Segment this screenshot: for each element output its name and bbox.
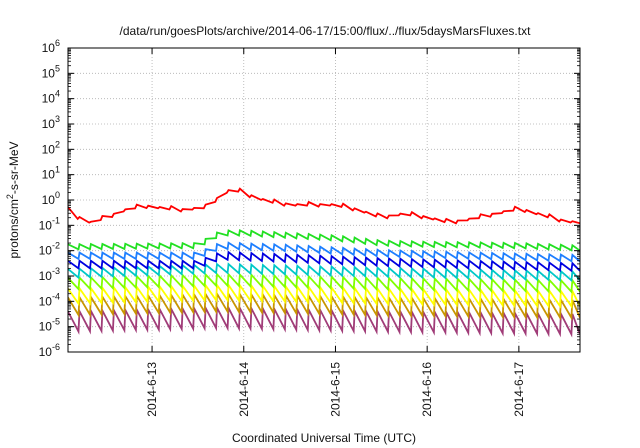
grid-layer [68,48,580,352]
y-tick-exponent: 6 [55,38,60,48]
x-tick-label: 2014-6-17 [512,362,526,417]
y-tick-base: 10 [39,294,53,308]
x-tick-label: 2014-6-14 [237,362,251,417]
x-tick-labels: 2014-6-13 2014-6-14 2014-6-15 2014-6-16 2014… [145,362,526,417]
axes-layer [67,47,581,353]
y-tick-label: 103 [42,114,60,131]
y-tick-label: 102 [42,139,60,156]
x-tick-label: 2014-6-13 [145,362,159,417]
y-tick-base: 10 [39,244,53,258]
flux-series-line [68,290,580,321]
y-tick-exponent: 1 [55,165,60,175]
y-tick-exponent: -4 [52,291,60,301]
series-layer [68,187,580,338]
y-tick-label: 10-4 [39,291,60,308]
y-tick-label: 104 [42,89,60,106]
y-tick-exponent: -1 [52,215,60,225]
y-tick-exponent: -5 [52,317,60,327]
y-tick-exponent: -3 [52,266,60,276]
y-tick-label: 10-6 [39,342,60,359]
y-tick-label: 10-1 [39,215,60,232]
flux-series-line [68,229,580,252]
y-tick-exponent: 4 [55,89,60,99]
y-tick-exponent: -2 [52,241,60,251]
y-tick-base: 10 [42,92,56,106]
y-axis-label-prefix: protons/cm [7,199,21,258]
y-tick-exponent: 3 [55,114,60,124]
chart-title: /data/run/goesPlots/archive/2014-06-17/1… [120,24,532,38]
y-axis-label-superscript: 2 [5,194,15,199]
x-axis-label: Coordinated Universal Time (UTC) [232,431,416,445]
y-tick-exponent: 5 [55,63,60,73]
y-tick-base: 10 [39,218,53,232]
y-tick-exponent: 2 [55,139,60,149]
flux-series-line [68,262,580,283]
y-tick-base: 10 [39,269,53,283]
y-tick-label: 101 [42,165,60,182]
y-tick-exponent: 0 [55,190,60,200]
y-tick-labels: 10-610-510-410-310-210-11001011021031041… [39,38,60,359]
y-tick-label: 10-2 [39,241,60,258]
flux-series-line [68,241,580,263]
flux-series-line [68,282,580,309]
y-tick-label: 10-5 [39,317,60,334]
flux-series-line [68,304,580,338]
y-tick-label: 105 [42,63,60,80]
flux-series-line [68,272,580,294]
y-tick-base: 10 [42,168,56,182]
y-tick-base: 10 [39,320,53,334]
y-tick-base: 10 [42,66,56,80]
flux-series-line [68,187,580,225]
flux-series-line [68,250,580,273]
y-tick-label: 100 [42,190,60,207]
x-tick-label: 2014-6-15 [328,362,342,417]
y-tick-label: 106 [42,38,60,55]
y-tick-base: 10 [39,345,53,359]
y-axis-label-suffix: -s-sr-MeV [7,141,21,194]
y-axis-label: protons/cm2-s-sr-MeV [5,141,21,258]
y-tick-base: 10 [42,41,56,55]
x-tick-label: 2014-6-16 [420,362,434,417]
y-tick-base: 10 [42,142,56,156]
y-tick-base: 10 [42,117,56,131]
y-tick-exponent: -6 [52,342,60,352]
y-tick-label: 10-3 [39,266,60,283]
y-tick-base: 10 [42,193,56,207]
